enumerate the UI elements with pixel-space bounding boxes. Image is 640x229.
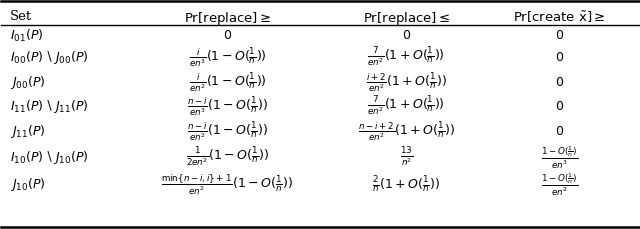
Text: $0$: $0$ bbox=[555, 100, 564, 113]
Text: $0$: $0$ bbox=[555, 125, 564, 138]
Text: $\mathrm{Pr[replace]} \geq$: $\mathrm{Pr[replace]} \geq$ bbox=[184, 10, 271, 27]
Text: $\frac{n-i}{en^2}(1 - O(\frac{1}{n}))$: $\frac{n-i}{en^2}(1 - O(\frac{1}{n}))$ bbox=[187, 120, 268, 143]
Text: $I_{10}(P) \setminus J_{10}(P)$: $I_{10}(P) \setminus J_{10}(P)$ bbox=[10, 149, 89, 166]
Text: $I_{00}(P) \setminus J_{00}(P)$: $I_{00}(P) \setminus J_{00}(P)$ bbox=[10, 49, 89, 66]
Text: $J_{00}(P)$: $J_{00}(P)$ bbox=[10, 74, 45, 91]
Text: $0$: $0$ bbox=[223, 30, 232, 42]
Text: $0$: $0$ bbox=[555, 51, 564, 64]
Text: Set: Set bbox=[10, 10, 33, 23]
Text: $I_{01}(P)$: $I_{01}(P)$ bbox=[10, 28, 44, 44]
Text: $\frac{n-i+2}{en^2}(1 + O(\frac{1}{n}))$: $\frac{n-i+2}{en^2}(1 + O(\frac{1}{n}))$ bbox=[358, 120, 455, 143]
Text: $0$: $0$ bbox=[555, 76, 564, 89]
Text: $\frac{1 - O(\frac{1}{n})}{en^2}$: $\frac{1 - O(\frac{1}{n})}{en^2}$ bbox=[541, 172, 578, 198]
Text: $\frac{13}{n^2}$: $\frac{13}{n^2}$ bbox=[399, 146, 413, 169]
Text: $\frac{i+2}{en^2}(1 + O(\frac{1}{n}))$: $\frac{i+2}{en^2}(1 + O(\frac{1}{n}))$ bbox=[365, 71, 447, 94]
Text: $\mathrm{Pr[replace]} \leq$: $\mathrm{Pr[replace]} \leq$ bbox=[363, 10, 450, 27]
Text: $\frac{7}{en^2}(1 + O(\frac{1}{n}))$: $\frac{7}{en^2}(1 + O(\frac{1}{n}))$ bbox=[367, 46, 445, 69]
Text: $0$: $0$ bbox=[402, 30, 411, 42]
Text: $\frac{7}{en^2}(1 + O(\frac{1}{n}))$: $\frac{7}{en^2}(1 + O(\frac{1}{n}))$ bbox=[367, 95, 445, 118]
Text: $J_{11}(P)$: $J_{11}(P)$ bbox=[10, 123, 45, 140]
Text: $\mathrm{Pr[create\ \tilde{x}]} \geq$: $\mathrm{Pr[create\ \tilde{x}]} \geq$ bbox=[513, 10, 605, 25]
Text: $0$: $0$ bbox=[555, 30, 564, 42]
Text: $J_{10}(P)$: $J_{10}(P)$ bbox=[10, 176, 45, 193]
Text: $\frac{n-i}{en^3}(1 - O(\frac{1}{n}))$: $\frac{n-i}{en^3}(1 - O(\frac{1}{n}))$ bbox=[187, 95, 268, 118]
Text: $I_{11}(P) \setminus J_{11}(P)$: $I_{11}(P) \setminus J_{11}(P)$ bbox=[10, 98, 89, 115]
Text: $\frac{1 - O(\frac{1}{n})}{en^3}$: $\frac{1 - O(\frac{1}{n})}{en^3}$ bbox=[541, 144, 578, 171]
Text: $\frac{\min\{n-i,i\}+1}{en^2}(1 - O(\frac{1}{n}))$: $\frac{\min\{n-i,i\}+1}{en^2}(1 - O(\fra… bbox=[161, 173, 293, 197]
Text: $\frac{i}{en^3}(1 - O(\frac{1}{n}))$: $\frac{i}{en^3}(1 - O(\frac{1}{n}))$ bbox=[189, 46, 266, 69]
Text: $\frac{i}{en^2}(1 - O(\frac{1}{n}))$: $\frac{i}{en^2}(1 - O(\frac{1}{n}))$ bbox=[189, 71, 266, 94]
Text: $\frac{2}{n}(1 + O(\frac{1}{n}))$: $\frac{2}{n}(1 + O(\frac{1}{n}))$ bbox=[372, 174, 440, 195]
Text: $\frac{1}{2en^2}(1 - O(\frac{1}{n}))$: $\frac{1}{2en^2}(1 - O(\frac{1}{n}))$ bbox=[186, 146, 269, 169]
